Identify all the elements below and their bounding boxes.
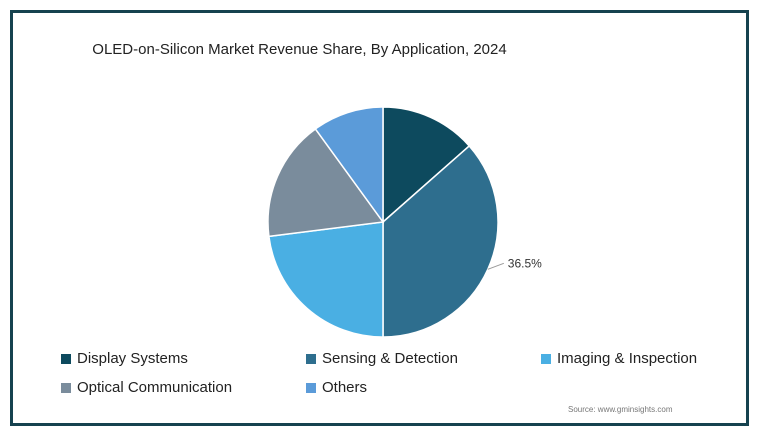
pie-slice-imaging-inspection [268, 221, 384, 338]
pie-chart: 36.5% [267, 106, 542, 338]
legend-label: Others [322, 379, 368, 396]
data-label-leader [487, 262, 504, 270]
pie-slice-others [314, 106, 384, 225]
pie-slice-display-systems [382, 106, 471, 224]
source-note: Source: www.gminsights.com [568, 405, 673, 414]
legend-swatch [61, 382, 71, 393]
chart-title: OLED-on-Silicon Market Revenue Share, By… [92, 41, 507, 58]
legend-item: Sensing & Detection [306, 350, 458, 367]
legend-item: Imaging & Inspection [541, 350, 697, 367]
legend-item: Optical Communication [61, 379, 232, 396]
chart-frame: OLED-on-Silicon Market Revenue Share, By… [10, 10, 749, 426]
legend-swatch [61, 353, 71, 364]
legend-label: Sensing & Detection [322, 350, 458, 367]
legend-item: Others [306, 379, 367, 396]
legend-label: Optical Communication [77, 379, 233, 396]
legend-swatch [306, 353, 316, 364]
legend-swatch [541, 353, 551, 364]
data-label: 36.5% [508, 256, 542, 270]
legend-item: Display Systems [61, 350, 188, 367]
legend-label: Display Systems [77, 350, 188, 367]
pie-slice-optical-communication [267, 127, 385, 238]
legend-swatch [306, 382, 316, 393]
legend-label: Imaging & Inspection [557, 350, 698, 367]
